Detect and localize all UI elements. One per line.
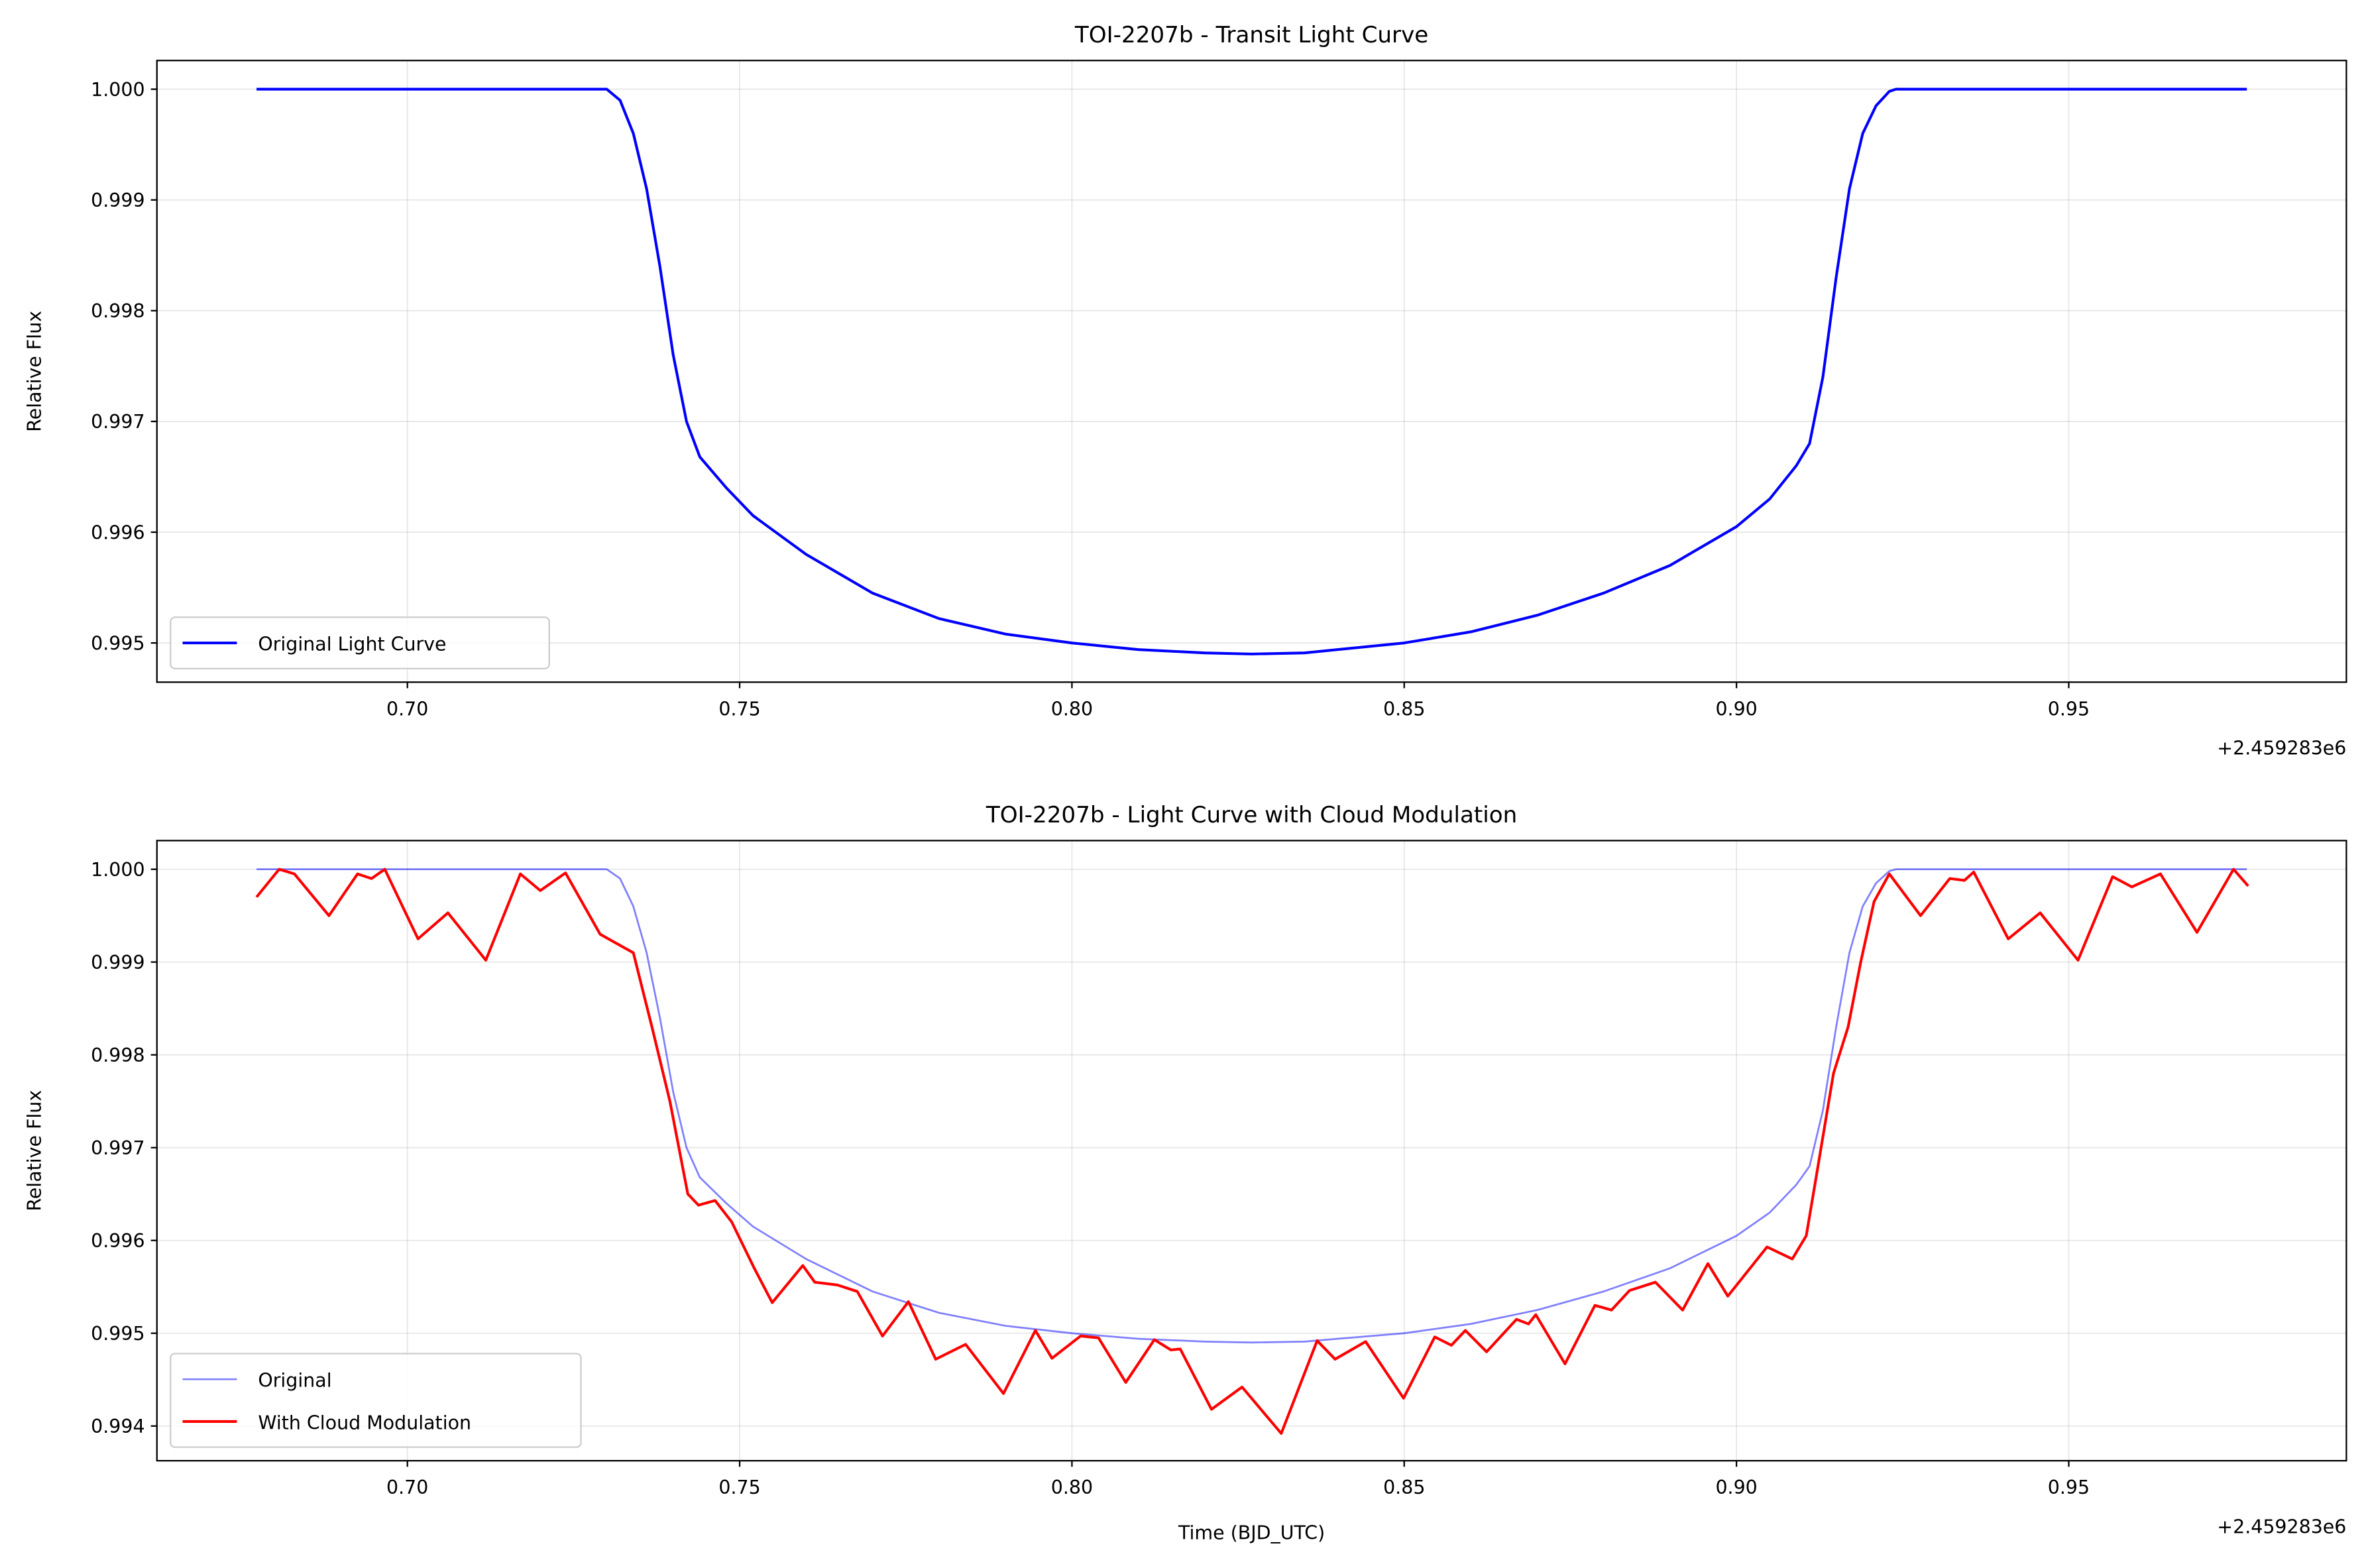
x-offset-label: +2.459283e6 [2217,738,2346,759]
y-tick-label: 0.997 [91,1137,144,1159]
legend-label: Original [258,1370,331,1392]
line [256,868,2247,1344]
y-tick-label: 0.997 [91,411,144,433]
x-offset-label: +2.459283e6 [2217,1516,2346,1538]
chart-title: TOI-2207b - Light Curve with Cloud Modul… [986,802,1517,828]
y-tick-label: 0.994 [91,1416,144,1437]
y-axis-label: Relative Flux [23,311,45,432]
legend-box [170,1353,582,1448]
x-tick-label: 0.70 [386,1477,428,1498]
x-tick-label: 0.90 [1715,698,1757,720]
legend-label: Original Light Curve [258,634,446,655]
y-tick-label: 1.000 [91,79,144,101]
line [256,87,2247,655]
x-tick-label: 0.85 [1383,698,1425,720]
x-tick-label: 0.85 [1383,1477,1425,1498]
x-tick-label: 0.70 [386,698,428,720]
x-axis-label: Time (BJD_UTC) [1178,1522,1325,1544]
y-tick-label: 0.999 [91,190,144,211]
x-tick-label: 0.80 [1051,698,1093,720]
y-tick-label: 0.995 [91,1323,144,1345]
y-axis-label: Relative Flux [23,1090,45,1211]
y-tick-label: 0.996 [91,522,144,543]
y-tick-label: 0.995 [91,632,144,654]
line [255,868,2249,1435]
axes-frame [156,840,2347,1462]
y-tick-label: 0.998 [91,1044,144,1066]
y-tick-label: 0.996 [91,1230,144,1252]
x-tick-label: 0.80 [1051,1477,1093,1498]
x-tick-label: 0.90 [1715,1477,1757,1498]
y-tick-label: 0.999 [91,952,144,974]
x-tick-label: 0.95 [2048,1477,2090,1498]
legend-box [170,616,550,669]
axes-frame [156,60,2347,683]
x-tick-label: 0.75 [718,698,760,720]
x-tick-label: 0.75 [718,1477,760,1498]
chart-title: TOI-2207b - Transit Light Curve [1074,22,1428,48]
x-tick-label: 0.95 [2048,698,2090,720]
legend-label: With Cloud Modulation [258,1412,471,1433]
y-tick-label: 1.000 [91,859,144,881]
y-tick-label: 0.998 [91,300,144,322]
